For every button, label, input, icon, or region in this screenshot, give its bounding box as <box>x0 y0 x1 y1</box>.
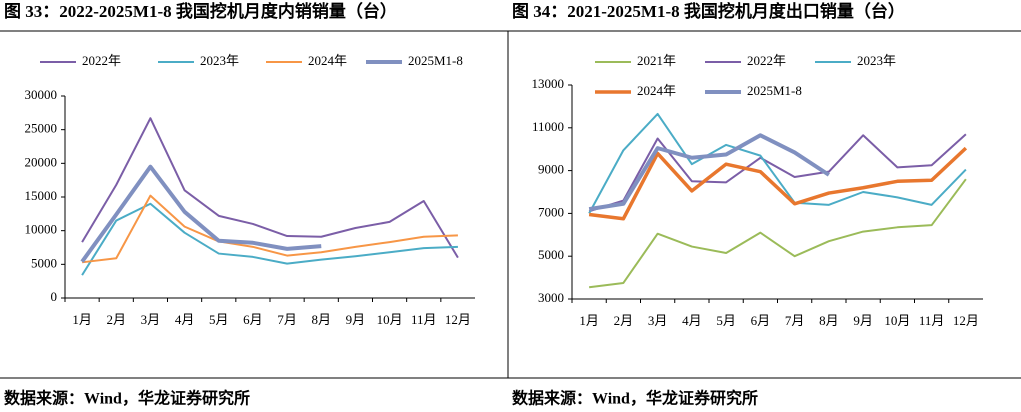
y-tick-label: 25000 <box>25 121 58 136</box>
x-tick-label: 3月 <box>141 312 161 327</box>
series-line <box>81 194 458 264</box>
y-tick-label: 10000 <box>25 222 58 237</box>
x-tick-label: 1月 <box>72 312 92 327</box>
legend-label: 2022年 <box>82 53 121 68</box>
series-line <box>588 112 967 214</box>
series-line <box>589 178 967 289</box>
x-tick-label: 11月 <box>411 312 437 327</box>
chart-title: 图 33：2022-2025M1-8 我国挖机月度内销销量（台） <box>4 1 397 21</box>
legend-label: 2021年 <box>637 53 676 68</box>
legend-label: 2023年 <box>857 53 896 68</box>
y-tick-label: 13000 <box>532 76 565 91</box>
y-tick-label: 30000 <box>25 87 58 102</box>
series-line <box>588 133 967 213</box>
x-tick-label: 2月 <box>614 313 634 328</box>
legend-label: 2024年 <box>308 53 347 68</box>
x-tick-label: 9月 <box>346 312 366 327</box>
y-tick-label: 7000 <box>538 204 564 219</box>
legend-label: 2025M1-8 <box>408 53 463 68</box>
series-line <box>81 117 459 259</box>
x-tick-label: 8月 <box>819 313 839 328</box>
x-tick-label: 10月 <box>884 313 910 328</box>
x-tick-label: 11月 <box>919 313 945 328</box>
x-tick-label: 9月 <box>853 313 873 328</box>
source-note: 数据来源：Wind，华龙证券研究所 <box>512 389 758 408</box>
y-tick-label: 15000 <box>25 188 58 203</box>
y-tick-label: 5000 <box>31 255 57 270</box>
x-tick-label: 12月 <box>445 312 471 327</box>
series-line <box>588 146 968 221</box>
series-line <box>588 133 830 212</box>
x-tick-label: 6月 <box>751 313 771 328</box>
y-tick-label: 11000 <box>532 119 564 134</box>
x-tick-label: 1月 <box>579 313 599 328</box>
x-tick-label: 2月 <box>106 312 126 327</box>
x-tick-label: 12月 <box>953 313 979 328</box>
x-tick-label: 7月 <box>277 312 297 327</box>
x-tick-label: 4月 <box>682 313 702 328</box>
x-tick-label: 10月 <box>377 312 403 327</box>
y-tick-label: 5000 <box>538 247 564 262</box>
x-tick-label: 4月 <box>175 312 195 327</box>
x-tick-label: 3月 <box>648 313 668 328</box>
series-line <box>80 164 322 263</box>
legend-label: 2025M1-8 <box>747 83 802 98</box>
x-tick-label: 5月 <box>716 313 736 328</box>
chart-title: 图 34：2021-2025M1-8 我国挖机月度出口销量（台） <box>512 1 905 21</box>
source-note: 数据来源：Wind，华龙证券研究所 <box>4 389 250 408</box>
legend-label: 2023年 <box>200 53 239 68</box>
legend-label: 2024年 <box>637 83 676 98</box>
y-tick-label: 9000 <box>538 162 564 177</box>
legend-label: 2022年 <box>747 53 786 68</box>
x-tick-label: 7月 <box>785 313 805 328</box>
x-tick-label: 6月 <box>243 312 263 327</box>
y-tick-label: 0 <box>51 289 58 304</box>
x-tick-label: 5月 <box>209 312 229 327</box>
y-tick-label: 3000 <box>538 290 564 305</box>
x-tick-label: 8月 <box>311 312 331 327</box>
y-tick-label: 20000 <box>25 154 58 169</box>
